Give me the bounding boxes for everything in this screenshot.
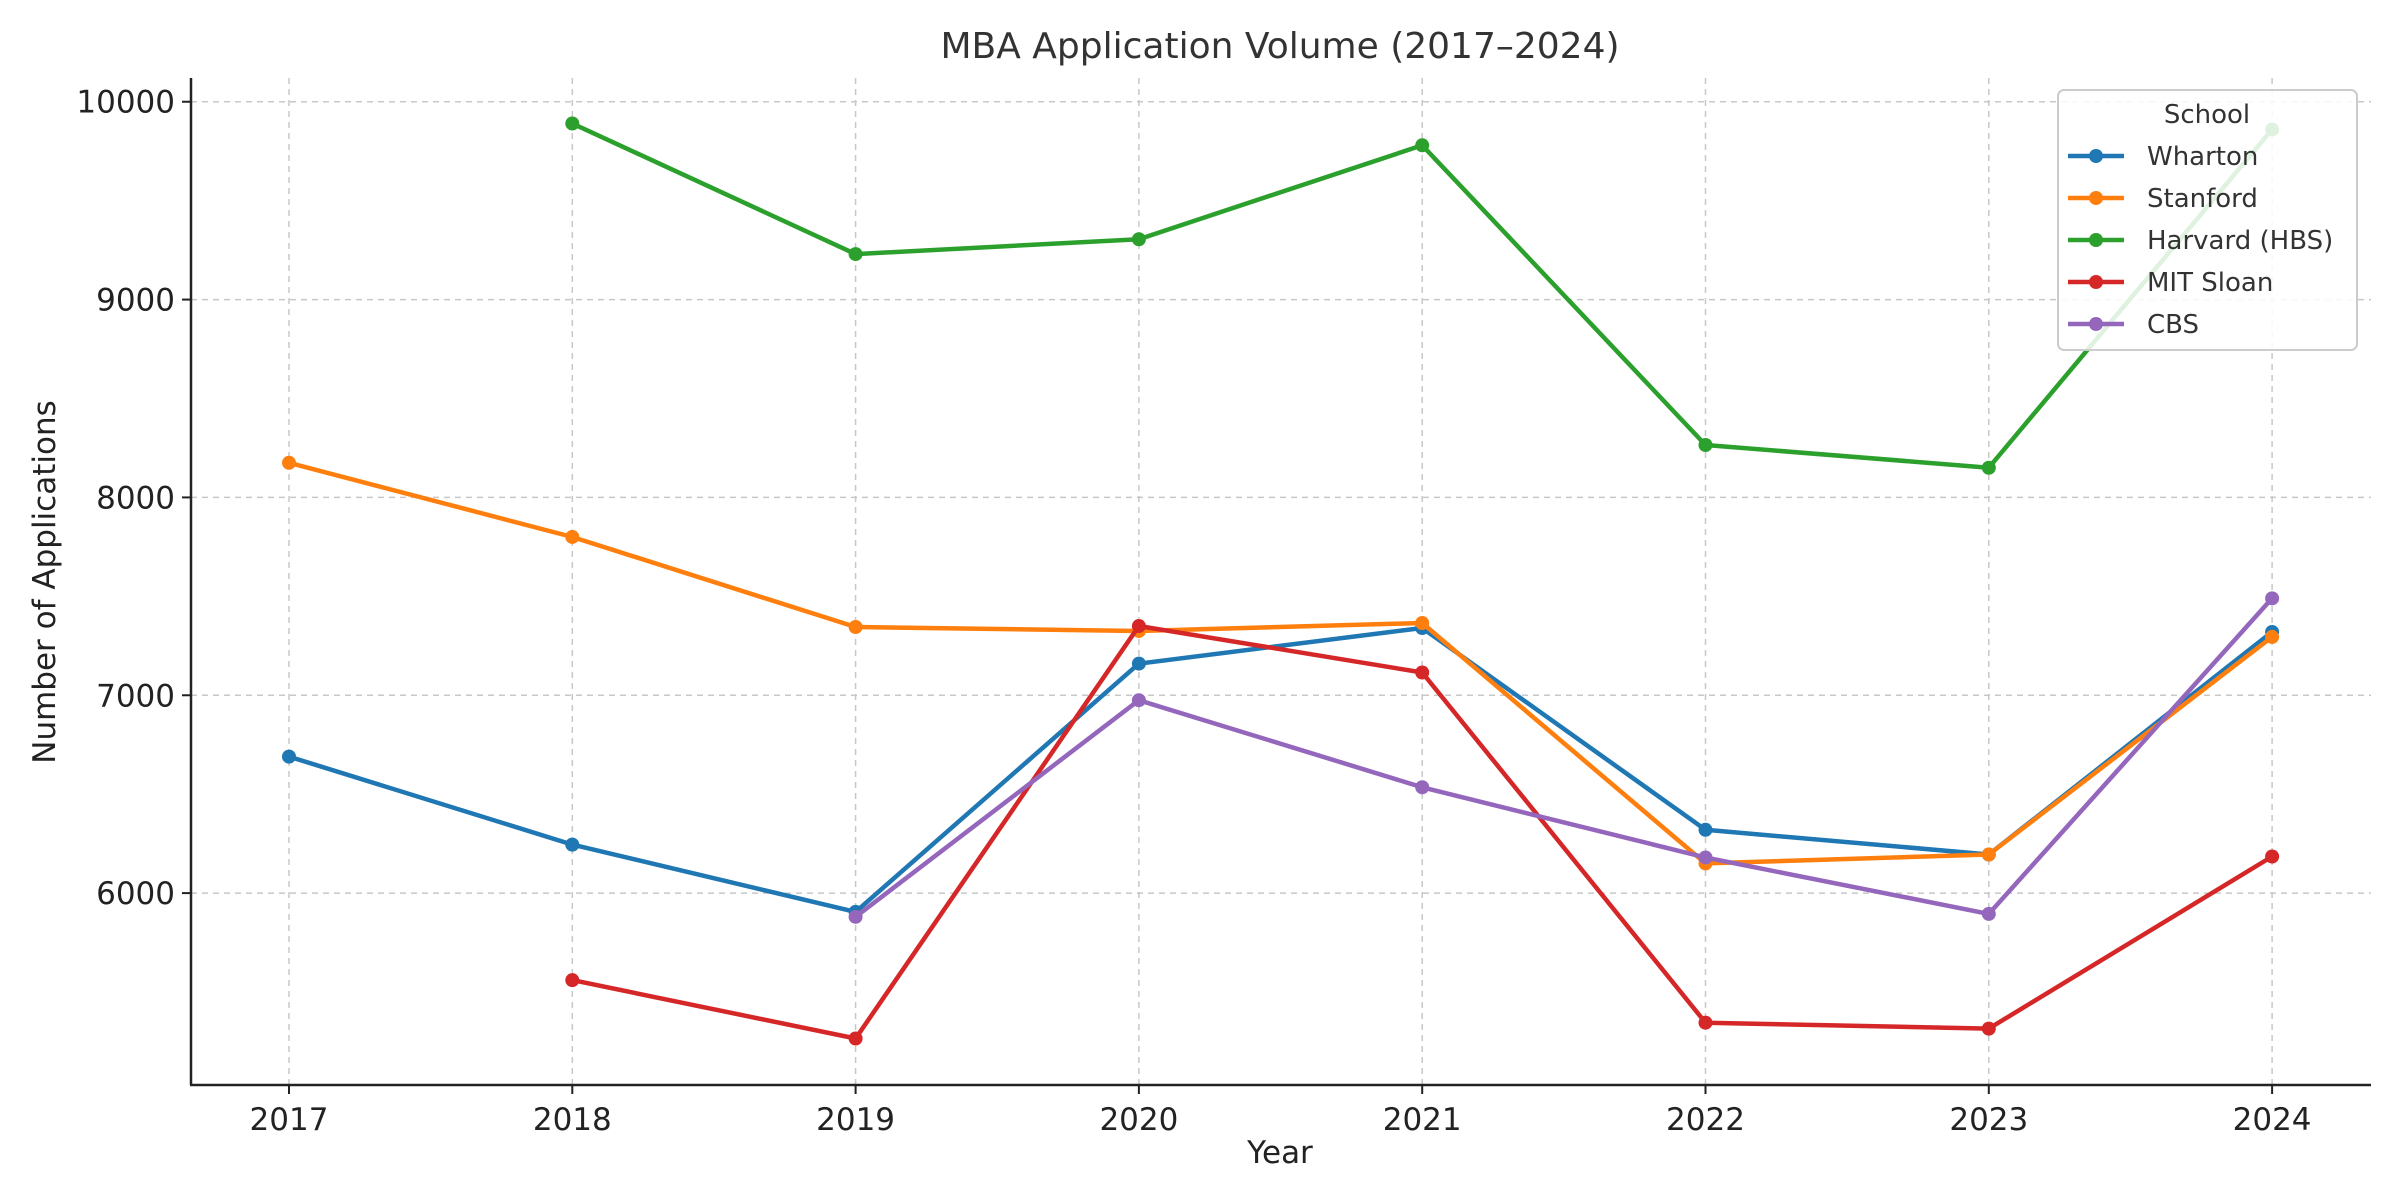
- series-line-cbs: [854, 596, 2274, 919]
- legend-item-wharton: Wharton: [2068, 142, 2258, 172]
- legend-label: Wharton: [2147, 142, 2258, 172]
- x-tick-label: 2024: [2233, 1102, 2312, 1138]
- data-point: [1415, 780, 1430, 795]
- legend-label: Stanford: [2147, 184, 2258, 214]
- data-point: [282, 455, 296, 470]
- data-point: [565, 529, 580, 544]
- data-point: [1981, 460, 1996, 475]
- legend-marker: [2089, 275, 2103, 289]
- legend-marker: [2089, 149, 2103, 163]
- data-point: [1698, 1015, 1713, 1030]
- x-tick-label: 2020: [1099, 1102, 1178, 1138]
- x-tick-label: 2019: [816, 1102, 895, 1138]
- data-point: [565, 116, 580, 131]
- y-tick-label: 8000: [96, 480, 175, 516]
- data-point: [282, 749, 296, 764]
- legend-marker: [2089, 233, 2103, 247]
- legend-item-stanford: Stanford: [2068, 184, 2258, 214]
- series-line-stanford: [288, 460, 2274, 866]
- x-tick-label: 2021: [1383, 1102, 1462, 1138]
- data-point: [1415, 665, 1430, 680]
- data-point: [1698, 850, 1713, 865]
- legend-item-harvard-hbs: Harvard (HBS): [2068, 226, 2333, 256]
- grid-layer: [191, 78, 2371, 1085]
- data-point: [2265, 849, 2280, 864]
- legend-item-cbs: CBS: [2068, 310, 2199, 340]
- legend-label: MIT Sloan: [2147, 268, 2273, 298]
- data-point: [1131, 619, 1146, 634]
- x-axis-label: Year: [1246, 1135, 1313, 1171]
- data-point: [1415, 616, 1430, 631]
- y-tick-label: 10000: [76, 85, 175, 121]
- data-point: [848, 909, 863, 924]
- legend-marker: [2089, 317, 2103, 331]
- data-point: [848, 620, 863, 635]
- data-point: [1131, 693, 1146, 708]
- data-point: [848, 247, 863, 262]
- series-stanford: [282, 455, 2280, 871]
- legend-label: Harvard (HBS): [2147, 226, 2333, 256]
- data-point: [1981, 1021, 1996, 1036]
- legend-title: School: [2164, 100, 2250, 130]
- x-tick-label: 2022: [1666, 1102, 1745, 1138]
- data-point: [1131, 656, 1146, 671]
- data-point: [565, 973, 580, 988]
- axes-layer: 2017 2018 2019 2020 2021 2022 2023 2024 6000 7000…: [76, 78, 2371, 1138]
- legend-marker: [2089, 191, 2103, 205]
- series-line-wharton: [288, 625, 2274, 915]
- legend-label: CBS: [2147, 310, 2199, 340]
- series-mit-sloan: [565, 619, 2280, 1046]
- x-tick-label: 2018: [533, 1102, 612, 1138]
- data-point: [1415, 138, 1430, 153]
- x-tick-label: 2017: [250, 1102, 329, 1138]
- y-axis-label: Number of Applications: [27, 400, 63, 763]
- chart-title: MBA Application Volume (2017–2024): [940, 26, 1619, 67]
- data-point: [1981, 847, 1996, 862]
- data-point: [1981, 906, 1996, 921]
- data-point: [2265, 591, 2280, 606]
- data-point: [2265, 629, 2280, 644]
- series-cbs: [848, 591, 2280, 924]
- data-point: [565, 837, 580, 852]
- series-layer: [282, 116, 2280, 1046]
- series-line-harvard-hbs: [571, 121, 2274, 470]
- series-wharton: [282, 620, 2280, 919]
- legend-box: [2057, 89, 2358, 351]
- x-tick-label: 2023: [1949, 1102, 2028, 1138]
- data-point: [1698, 822, 1713, 837]
- y-tick-label: 7000: [96, 678, 175, 714]
- legend-item-mit-sloan: MIT Sloan: [2068, 268, 2273, 298]
- data-point: [1131, 232, 1146, 247]
- data-point: [848, 1031, 863, 1046]
- y-tick-label: 9000: [96, 283, 175, 319]
- y-tick-label: 6000: [96, 876, 175, 912]
- legend: School Wharton Stanford Harvard (HBS) MIT S…: [2057, 89, 2358, 351]
- data-point: [1698, 437, 1713, 452]
